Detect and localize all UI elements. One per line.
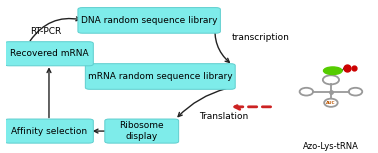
FancyArrowPatch shape <box>47 69 51 118</box>
Text: mRNA random sequence library: mRNA random sequence library <box>88 72 232 81</box>
FancyBboxPatch shape <box>105 119 179 143</box>
Text: AUC: AUC <box>326 101 336 105</box>
Text: Translation: Translation <box>199 112 248 121</box>
FancyBboxPatch shape <box>5 119 93 143</box>
Text: Ribosome
display: Ribosome display <box>119 121 164 141</box>
Text: Recovered mRNA: Recovered mRNA <box>10 49 88 58</box>
Text: Azo-Lys-tRNA: Azo-Lys-tRNA <box>303 142 359 151</box>
FancyBboxPatch shape <box>85 64 235 89</box>
FancyArrowPatch shape <box>94 129 105 133</box>
Text: RT-PCR: RT-PCR <box>31 26 62 35</box>
Circle shape <box>324 67 342 75</box>
FancyArrowPatch shape <box>178 89 226 117</box>
FancyArrowPatch shape <box>235 104 271 109</box>
Text: transcription: transcription <box>231 33 290 42</box>
FancyBboxPatch shape <box>5 42 93 66</box>
Text: DNA random sequence library: DNA random sequence library <box>81 16 217 25</box>
FancyArrowPatch shape <box>215 23 229 62</box>
FancyBboxPatch shape <box>78 8 220 33</box>
Text: Affinity selection: Affinity selection <box>11 127 87 136</box>
FancyArrowPatch shape <box>30 17 80 41</box>
